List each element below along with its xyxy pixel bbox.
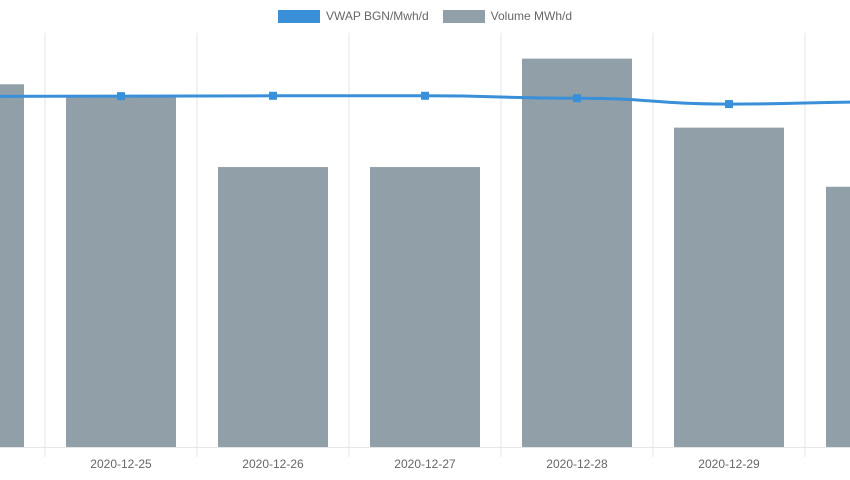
x-tick-label: 2020-12-26	[242, 457, 304, 471]
legend-item-vwap[interactable]: VWAP BGN/Mwh/d	[277, 9, 429, 23]
vwap-point-2020-12-28[interactable]	[573, 94, 581, 103]
x-tick-label: 2020-12-25	[90, 457, 152, 471]
bar-2020-12-27[interactable]	[370, 167, 480, 448]
vwap-point-2020-12-26[interactable]	[269, 91, 277, 100]
legend-label-volume: Volume MWh/d	[490, 9, 573, 23]
x-tick-label: 2020-12-29	[698, 457, 760, 471]
legend-swatch-vwap	[277, 9, 320, 23]
vwap-point-2020-12-25[interactable]	[117, 92, 125, 101]
legend-swatch-volume	[442, 9, 485, 23]
bar-2020-12-26[interactable]	[218, 167, 328, 448]
bar-2020-12-25[interactable]	[66, 96, 176, 447]
x-tick-label: 2020-12-27	[394, 457, 456, 471]
bar-2020-12-28[interactable]	[522, 58, 632, 447]
x-tick-label: 2020-12-28	[546, 457, 608, 471]
bar-2020-12-29[interactable]	[674, 127, 784, 447]
bar-2020-12-24[interactable]	[0, 84, 24, 447]
vwap-point-2020-12-29[interactable]	[725, 100, 733, 109]
legend-label-vwap: VWAP BGN/Mwh/d	[325, 9, 429, 23]
legend-item-volume[interactable]: Volume MWh/d	[442, 9, 573, 23]
legend: VWAP BGN/Mwh/d Volume MWh/d	[0, 6, 850, 26]
vwap-point-2020-12-27[interactable]	[421, 91, 429, 100]
bar-2020-12-30[interactable]	[826, 186, 850, 447]
